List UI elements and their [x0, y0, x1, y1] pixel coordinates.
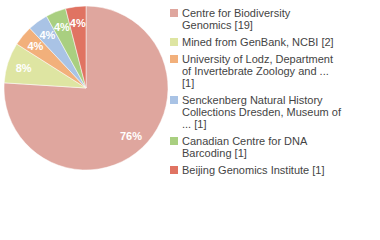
legend-swatch — [170, 55, 178, 63]
legend-label: Senckenberg Natural HistoryCollections D… — [182, 94, 342, 130]
pie-slice — [66, 6, 86, 88]
slices — [4, 6, 168, 170]
pie-chart: 76%8%4%4%4%4%Centre for BiodiversityGeno… — [0, 0, 380, 240]
legend-swatch — [170, 166, 178, 174]
legend: Centre for BiodiversityGenomics [19] Mine… — [170, 7, 342, 176]
legend-label: University of Lodz, Departmentof Inverte… — [182, 53, 333, 89]
legend-label: Mined from GenBank, NCBI [2] — [182, 36, 334, 48]
legend-label: Beijing Genomics Institute [1] — [182, 164, 324, 176]
slice-label: 4% — [70, 17, 86, 29]
slice-label: 4% — [28, 40, 44, 52]
legend-label: Centre for BiodiversityGenomics [19] — [182, 7, 291, 31]
legend-swatch — [170, 96, 178, 104]
legend-swatch — [170, 38, 178, 46]
slice-label: 8% — [16, 62, 32, 74]
legend-label: Canadian Centre for DNABarcoding [1] — [182, 135, 308, 159]
slice-label: 76% — [120, 130, 142, 142]
slice-label: 4% — [54, 21, 70, 33]
legend-swatch — [170, 137, 178, 145]
slice-labels: 76%8%4%4%4%4% — [16, 17, 142, 142]
legend-swatch — [170, 9, 178, 17]
chart-container: 76%8%4%4%4%4%Centre for BiodiversityGeno… — [0, 0, 380, 240]
pie-slice — [4, 6, 168, 170]
